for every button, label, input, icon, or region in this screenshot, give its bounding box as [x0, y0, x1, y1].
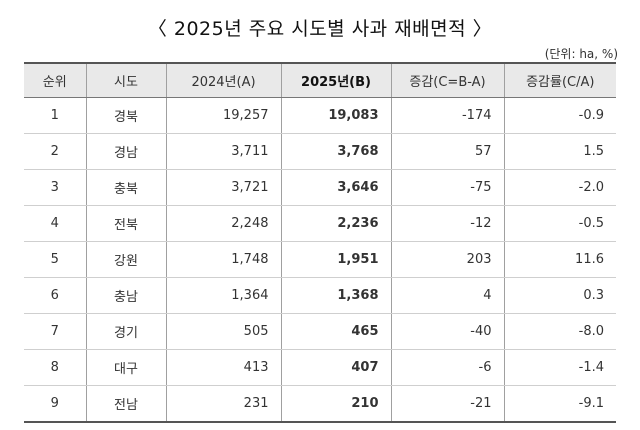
cell-2025: 407 — [280, 349, 391, 386]
cell-2024: 19,257 — [165, 97, 281, 134]
table-row: 2 경남 3,711 3,768 57 1.5 — [24, 133, 616, 170]
header-rank: 순위 — [24, 62, 86, 98]
cell-2024: 505 — [165, 313, 281, 350]
cell-region: 전북 — [85, 205, 166, 242]
table-row: 3 충북 3,721 3,646 -75 -2.0 — [24, 169, 616, 206]
cell-change: -21 — [390, 385, 504, 423]
cell-change: -12 — [390, 205, 504, 242]
cell-2024: 3,721 — [165, 169, 281, 206]
cell-2025: 2,236 — [280, 205, 391, 242]
table-row: 7 경기 505 465 -40 -8.0 — [24, 313, 616, 350]
cell-rank: 9 — [24, 385, 86, 423]
header-change-rate: 증감률(C/A) — [503, 62, 616, 98]
header-2024: 2024년(A) — [165, 62, 281, 98]
cell-2024: 231 — [165, 385, 281, 423]
cell-change: -40 — [390, 313, 504, 350]
cell-rank: 8 — [24, 349, 86, 386]
cell-region: 경북 — [85, 97, 166, 134]
cell-change: -75 — [390, 169, 504, 206]
header-change: 증감(C=B-A) — [390, 62, 504, 98]
table-row: 9 전남 231 210 -21 -9.1 — [24, 385, 616, 423]
header-row: 순위 시도 2024년(A) 2025년(B) 증감(C=B-A) 증감률(C/… — [24, 62, 616, 98]
table-title: 〈 2025년 주요 시도별 사과 재배면적 〉 — [147, 18, 493, 40]
table-row: 8 대구 413 407 -6 -1.4 — [24, 349, 616, 386]
table-body: 1 경북 19,257 19,083 -174 -0.9 2 경남 3,711 3,768 57 1.… — [24, 97, 616, 423]
cell-change-rate: -9.1 — [503, 385, 616, 423]
cell-region: 경남 — [85, 133, 166, 170]
cell-change-rate: -2.0 — [503, 169, 616, 206]
cell-rank: 7 — [24, 313, 86, 350]
cell-change-rate: 1.5 — [503, 133, 616, 170]
header-2025: 2025년(B) — [280, 62, 391, 98]
cell-2025: 210 — [280, 385, 391, 423]
cell-2024: 413 — [165, 349, 281, 386]
cell-change-rate: 11.6 — [503, 241, 616, 278]
cell-rank: 4 — [24, 205, 86, 242]
cell-region: 충남 — [85, 277, 166, 314]
cell-change-rate: -0.9 — [503, 97, 616, 134]
cell-region: 경기 — [85, 313, 166, 350]
cell-change-rate: 0.3 — [503, 277, 616, 314]
cell-2024: 1,748 — [165, 241, 281, 278]
cell-region: 대구 — [85, 349, 166, 386]
cell-2025: 19,083 — [280, 97, 391, 134]
cell-change: -6 — [390, 349, 504, 386]
cell-2024: 1,364 — [165, 277, 281, 314]
cell-rank: 6 — [24, 277, 86, 314]
cell-region: 충북 — [85, 169, 166, 206]
cell-2024: 3,711 — [165, 133, 281, 170]
cell-2024: 2,248 — [165, 205, 281, 242]
header-region: 시도 — [85, 62, 166, 98]
cell-change: 203 — [390, 241, 504, 278]
cell-change-rate: -1.4 — [503, 349, 616, 386]
cell-change: 57 — [390, 133, 504, 170]
cell-2025: 465 — [280, 313, 391, 350]
cell-2025: 3,768 — [280, 133, 391, 170]
cell-change: 4 — [390, 277, 504, 314]
cell-rank: 1 — [24, 97, 86, 134]
cell-change: -174 — [390, 97, 504, 134]
cell-region: 강원 — [85, 241, 166, 278]
cultivation-area-table: 순위 시도 2024년(A) 2025년(B) 증감(C=B-A) 증감률(C/… — [24, 62, 616, 423]
cell-change-rate: -8.0 — [503, 313, 616, 350]
unit-note: (단위: ha, %) — [544, 47, 618, 61]
table-row: 4 전북 2,248 2,236 -12 -0.5 — [24, 205, 616, 242]
cell-2025: 1,951 — [280, 241, 391, 278]
cell-rank: 2 — [24, 133, 86, 170]
cell-2025: 3,646 — [280, 169, 391, 206]
table-row: 6 충남 1,364 1,368 4 0.3 — [24, 277, 616, 314]
cell-change-rate: -0.5 — [503, 205, 616, 242]
table-row: 1 경북 19,257 19,083 -174 -0.9 — [24, 97, 616, 134]
cell-region: 전남 — [85, 385, 166, 423]
cell-2025: 1,368 — [280, 277, 391, 314]
cell-rank: 5 — [24, 241, 86, 278]
table-row: 5 강원 1,748 1,951 203 11.6 — [24, 241, 616, 278]
cell-rank: 3 — [24, 169, 86, 206]
